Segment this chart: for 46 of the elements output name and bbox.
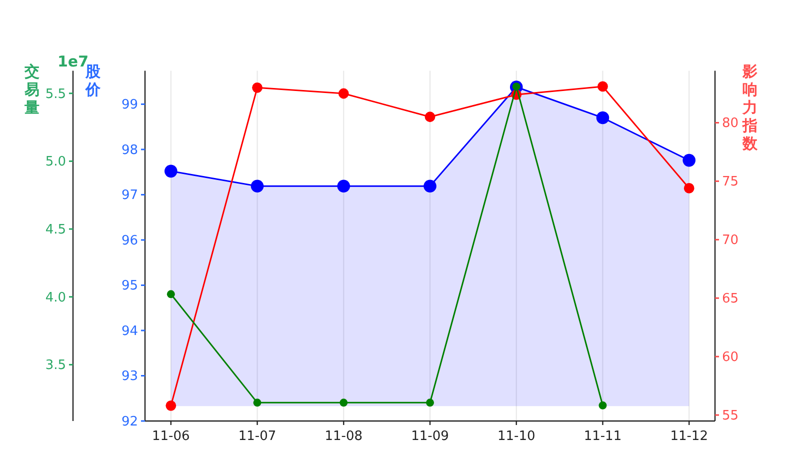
x-tick-label: 11-08: [324, 429, 363, 444]
point: [684, 183, 694, 194]
y-tick-label: 95: [121, 278, 138, 294]
y2-tick-label: 55: [722, 408, 739, 424]
x-tick-label: 11-11: [584, 429, 622, 444]
y3-tick-label: 3.5: [45, 358, 66, 374]
point: [253, 398, 262, 407]
x-tick-label: 11-10: [497, 429, 536, 444]
y2-tick-label: 75: [722, 174, 739, 190]
y2-tick-label: 80: [722, 116, 739, 132]
y2-tick-label: 70: [722, 233, 739, 248]
y-tick-label: 92: [121, 414, 138, 430]
point: [338, 88, 349, 99]
y-axis-title: 股价: [84, 62, 102, 99]
y3-tick-label: 5.0: [45, 154, 66, 170]
y2-tick-label: 65: [722, 292, 739, 307]
y2-tick-label: 60: [722, 350, 739, 366]
point: [598, 401, 607, 410]
y-tick-label: 94: [121, 324, 138, 339]
point: [166, 290, 175, 298]
y3-tick-label: 5.5: [45, 86, 66, 102]
point: [598, 81, 608, 92]
x-tick-label: 11-09: [411, 429, 449, 444]
y-tick-label: 93: [121, 369, 138, 384]
y-tick-label: 97: [121, 188, 138, 204]
y-tick-label: 99: [121, 98, 138, 113]
x-tick-label: 11-06: [152, 429, 190, 444]
x-tick-label: 11-07: [238, 429, 276, 444]
point: [166, 400, 176, 411]
y3-tick-label: 4.0: [45, 290, 66, 306]
y2-axis-title: 影响力指数: [742, 62, 758, 153]
point: [424, 180, 436, 193]
y3-axis-title: 交易量: [24, 62, 40, 117]
point: [596, 111, 610, 124]
y3-tick-label: 4.5: [45, 222, 66, 238]
point: [340, 398, 348, 407]
point: [337, 180, 350, 193]
point: [250, 180, 264, 193]
point: [424, 112, 436, 122]
point: [682, 154, 696, 167]
point: [164, 164, 178, 178]
y-tick-label: 96: [121, 233, 138, 248]
x-tick-label: 11-12: [670, 429, 708, 444]
y-tick-label: 98: [121, 142, 138, 158]
point: [252, 82, 262, 93]
point: [426, 398, 434, 407]
